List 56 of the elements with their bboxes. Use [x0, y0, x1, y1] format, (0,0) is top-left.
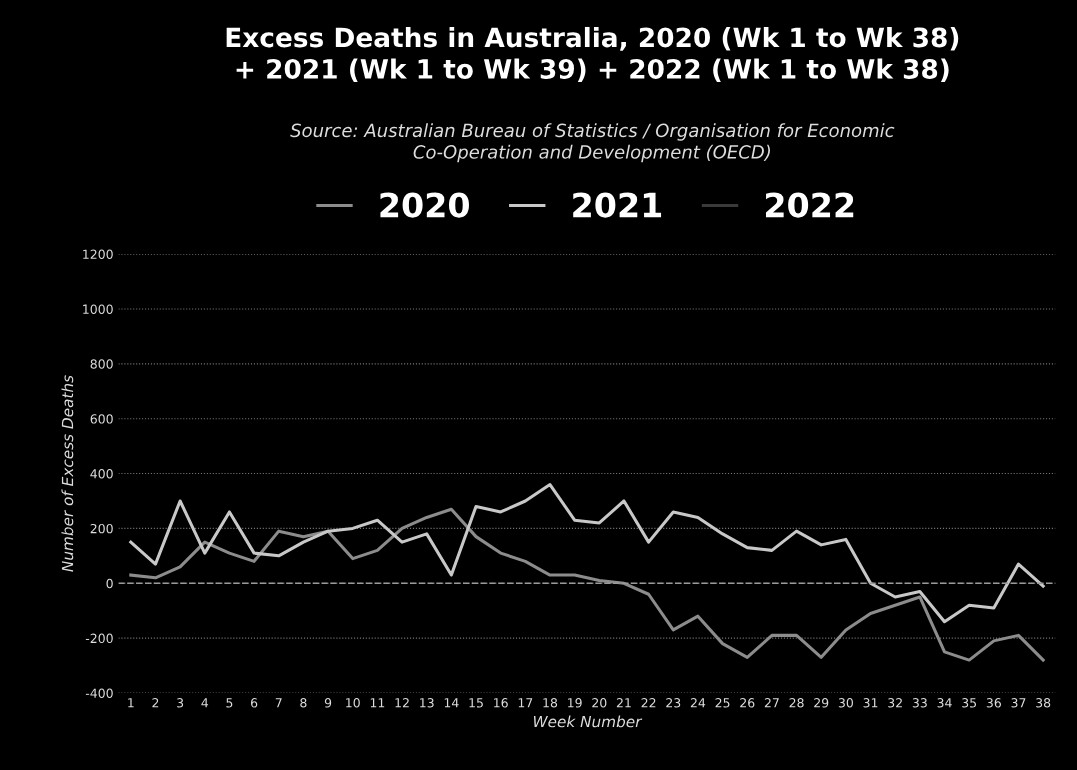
y-tick-label: 600 — [90, 414, 113, 424]
x-tick-label: 25 — [715, 698, 730, 708]
legend-label: 2022 — [765, 192, 854, 218]
chart-subtitle: Source: Australian Bureau of Statistics / Organisation for Economic Co-Operation and Development (OECD) — [290, 123, 895, 163]
x-tick-label: 29 — [814, 698, 829, 708]
x-tick-label: 27 — [764, 698, 779, 708]
x-axis-title: Week Number — [533, 715, 643, 728]
x-tick-label: 28 — [789, 698, 804, 708]
x-tick-label: 26 — [740, 698, 755, 708]
x-tick-label: 38 — [1036, 698, 1051, 708]
x-tick-label: 16 — [494, 698, 508, 708]
x-tick-label: 15 — [469, 698, 483, 708]
x-tick-label: 3 — [177, 698, 184, 708]
x-tick-label: 35 — [962, 698, 977, 708]
x-tick-label: 30 — [838, 698, 853, 708]
x-tick-label: 4 — [201, 698, 209, 708]
x-tick-label: 17 — [518, 698, 533, 708]
x-tick-label: 36 — [986, 698, 1001, 708]
x-tick-label: 10 — [346, 698, 360, 708]
y-tick-label: -400 — [85, 688, 113, 698]
x-tick-label: 12 — [395, 698, 409, 708]
y-tick-label: -200 — [85, 633, 113, 644]
line-series — [129, 482, 1045, 624]
y-tick-label: 1200 — [83, 249, 113, 260]
x-tick-label: 2 — [152, 698, 159, 708]
x-tick-label: 11 — [370, 698, 385, 708]
chart-title: Excess Deaths in Australia, 2020 (Wk 1 to Wk 38) + 2021 (Wk 1 to Wk 39) + 2022 (Wk 1 to Wk 38) — [226, 26, 959, 83]
y-tick-label: 1000 — [83, 304, 113, 314]
y-tick-label: 400 — [90, 469, 113, 479]
x-tick-label: 18 — [543, 698, 558, 708]
x-tick-label: 22 — [641, 698, 656, 708]
x-tick-label: 5 — [226, 698, 233, 708]
x-tick-label: 1 — [128, 698, 134, 708]
y-tick-label: 200 — [90, 523, 113, 534]
y-tick-label: 0 — [106, 578, 113, 589]
x-tick-label: 6 — [250, 698, 258, 708]
x-tick-label: 24 — [690, 698, 706, 708]
legend-label: 2021 — [573, 192, 662, 218]
x-tick-label: 20 — [592, 698, 607, 708]
y-tick-label: 800 — [90, 359, 113, 369]
x-tick-label: 8 — [300, 698, 307, 708]
x-tick-label: 7 — [275, 698, 282, 708]
x-tick-label: 34 — [937, 698, 952, 708]
line-series — [129, 507, 1045, 662]
x-tick-label: 31 — [863, 698, 878, 708]
x-tick-label: 23 — [666, 698, 681, 708]
x-tick-label: 9 — [324, 698, 332, 708]
x-tick-label: 14 — [444, 698, 459, 708]
legend-label: 2020 — [380, 192, 469, 218]
y-axis-title: Number of Excess Deaths — [61, 375, 74, 572]
x-tick-label: 37 — [1011, 698, 1026, 708]
x-tick-label: 33 — [912, 698, 927, 708]
x-tick-label: 32 — [888, 698, 902, 708]
x-tick-label: 21 — [616, 698, 631, 708]
x-tick-label: 19 — [568, 698, 582, 708]
x-tick-label: 13 — [420, 698, 434, 708]
